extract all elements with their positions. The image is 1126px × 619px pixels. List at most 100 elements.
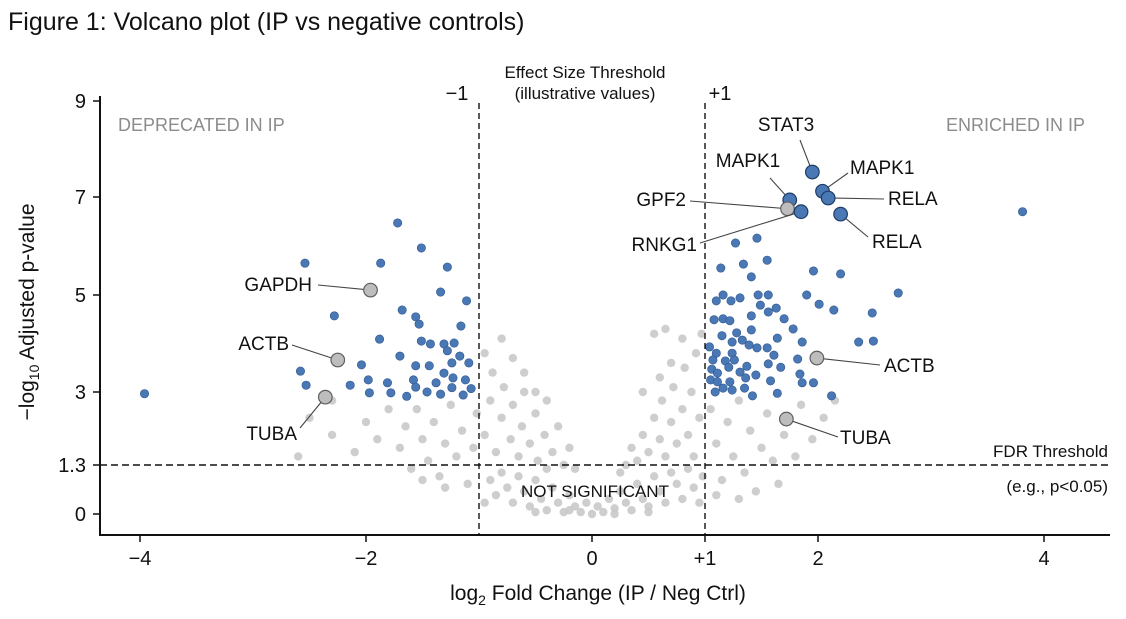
- point-not-significant: [553, 498, 563, 507]
- point-significant: [727, 337, 737, 347]
- point-not-significant: [508, 400, 518, 410]
- point-not-significant: [576, 507, 585, 517]
- point-significant: [746, 272, 756, 282]
- point-significant: [762, 255, 772, 265]
- label-leader-line: [786, 418, 839, 438]
- point-not-significant: [680, 363, 689, 372]
- point-significant: [727, 385, 737, 395]
- point-significant: [808, 378, 818, 388]
- labeled-point-tuba: [778, 411, 794, 427]
- point-significant: [726, 296, 736, 306]
- point-not-significant: [305, 413, 314, 422]
- point-significant: [802, 290, 812, 300]
- point-not-significant: [657, 396, 667, 405]
- point-significant: [746, 311, 756, 321]
- point-significant: [742, 361, 752, 371]
- point-significant: [712, 368, 722, 378]
- point-not-significant: [520, 387, 529, 397]
- point-not-significant: [446, 400, 455, 410]
- y-tick-label: 0: [75, 504, 86, 526]
- point-significant: [769, 350, 779, 360]
- point-not-significant: [621, 460, 631, 470]
- point-not-significant: [506, 435, 515, 444]
- point-not-significant: [418, 435, 427, 444]
- point-not-significant: [706, 404, 715, 414]
- axes: [99, 96, 1110, 536]
- point-not-significant: [553, 422, 563, 431]
- point-not-significant: [384, 404, 393, 414]
- x-tick-label: 2: [812, 548, 823, 570]
- point-significant: [772, 333, 782, 343]
- point-not-significant: [565, 506, 574, 515]
- point-not-significant: [531, 387, 540, 397]
- point-significant: [329, 311, 339, 321]
- point-not-significant: [517, 422, 527, 431]
- label-leader-line: [828, 197, 885, 200]
- point-not-significant: [616, 487, 625, 496]
- point-not-significant: [691, 349, 701, 358]
- point-not-significant: [327, 430, 337, 440]
- chart-title: Figure 1: Volcano plot (IP vs negative c…: [8, 8, 524, 36]
- point-label: ACTB: [884, 356, 935, 377]
- point-not-significant: [491, 490, 501, 500]
- point-significant: [300, 258, 310, 268]
- point-significant: [867, 308, 877, 318]
- point-not-significant: [644, 447, 653, 457]
- x-axis-label-rest: Fold Change (IP / Neg Ctrl): [486, 582, 746, 605]
- point-significant: [763, 290, 773, 300]
- point-not-significant: [508, 353, 518, 363]
- point-significant: [740, 383, 750, 393]
- region-label-center: NOT SIGNIFICANT: [521, 482, 669, 501]
- point-not-significant: [525, 439, 535, 448]
- point-not-significant: [672, 479, 681, 489]
- point-not-significant: [666, 417, 676, 427]
- point-not-significant: [655, 435, 664, 444]
- point-not-significant: [486, 475, 495, 485]
- labeled-point-rela: [833, 206, 848, 222]
- y-axis-label-sub: 10: [26, 364, 42, 380]
- point-not-significant: [695, 498, 704, 507]
- point-not-significant: [687, 387, 696, 397]
- y-tick-label: 1.3: [58, 455, 86, 477]
- point-not-significant: [514, 452, 523, 461]
- point-significant: [717, 331, 727, 341]
- point-not-significant: [533, 456, 542, 465]
- point-not-significant: [407, 464, 416, 473]
- point-significant: [414, 319, 424, 329]
- point-label: TUBA: [246, 424, 297, 445]
- point-significant: [458, 390, 468, 400]
- point-significant: [363, 375, 373, 385]
- point-not-significant: [649, 413, 659, 422]
- point-not-significant: [627, 506, 636, 515]
- point-significant: [449, 338, 459, 348]
- point-not-significant: [768, 456, 777, 465]
- point-not-significant: [503, 483, 512, 492]
- ticks: −4 −2 0 +1 2 4 9 7 5 3 1.3 0: [58, 91, 1049, 570]
- point-significant: [397, 305, 407, 315]
- point-significant: [738, 259, 748, 269]
- point-not-significant: [729, 452, 738, 461]
- point-not-significant: [610, 509, 619, 519]
- point-significant: [710, 387, 720, 397]
- point-not-significant: [712, 490, 721, 500]
- point-not-significant: [751, 487, 761, 496]
- point-significant: [447, 358, 457, 368]
- point-not-significant: [669, 382, 678, 392]
- x-axis-label-sub: 2: [478, 592, 486, 608]
- point-significant: [893, 288, 903, 298]
- x-tick-label: 4: [1038, 548, 1049, 570]
- point-label: GAPDH: [244, 275, 312, 296]
- point-significant: [711, 296, 721, 306]
- point-not-significant: [440, 439, 450, 448]
- point-not-significant: [531, 409, 540, 418]
- point-not-significant: [695, 413, 704, 422]
- point-not-significant: [497, 413, 506, 422]
- labeled-point-tuba: [317, 389, 333, 405]
- point-not-significant: [661, 498, 670, 507]
- labeled-point-rnkg1: [793, 204, 809, 220]
- point-significant: [364, 388, 374, 398]
- point-significant: [718, 383, 728, 393]
- labeled-point-rela: [820, 190, 836, 206]
- point-not-significant: [542, 506, 551, 515]
